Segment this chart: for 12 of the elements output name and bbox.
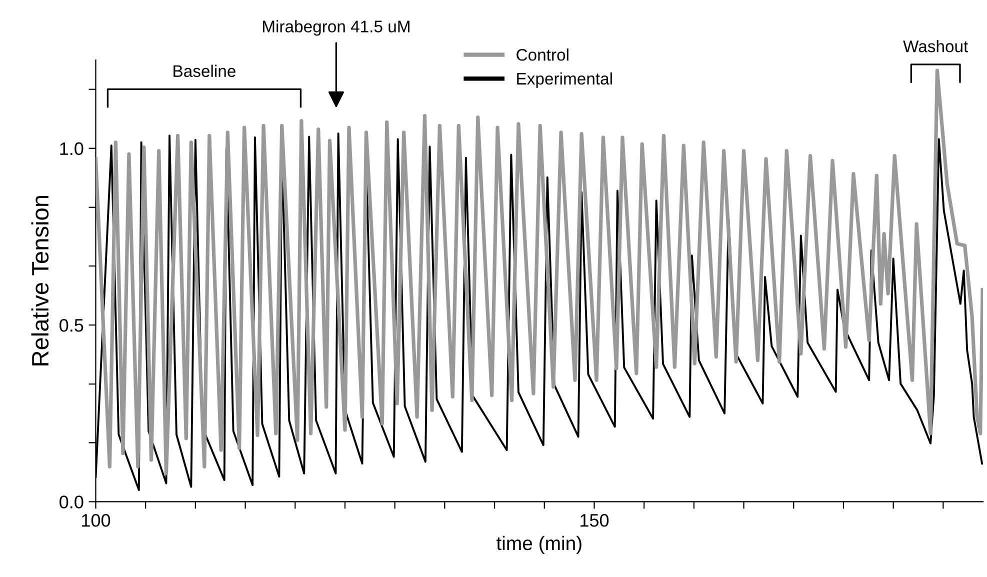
- annotation: Baseline: [174, 64, 236, 78]
- y-axis-title: Relative Tension: [31, 196, 49, 366]
- legend-label: Experimental: [517, 72, 612, 88]
- x-axis-title: time (min): [496, 536, 582, 554]
- text: Mirabegron 41.5 uM: [263, 20, 410, 36]
- y-tick-label: 0.5: [60, 318, 84, 332]
- y-tick-label: 1.0: [60, 142, 84, 156]
- y-tick-label: 0.0: [60, 496, 84, 508]
- x-tick-label: 100: [82, 514, 110, 527]
- legend-label: Control: [516, 48, 568, 61]
- x-tick-label: 150: [580, 514, 609, 527]
- text: Washout: [903, 40, 968, 52]
